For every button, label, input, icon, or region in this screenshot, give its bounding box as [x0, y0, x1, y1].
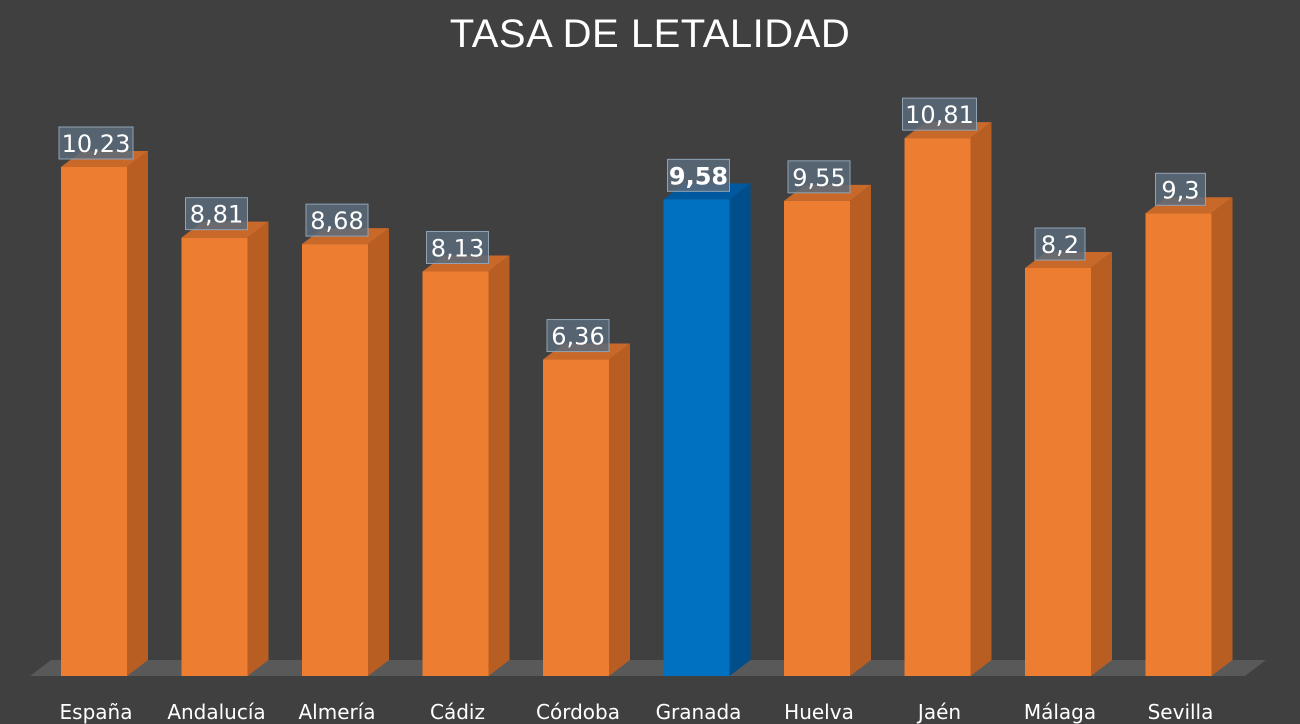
value-label-box-6 [787, 160, 851, 194]
bar-5 [663, 199, 730, 676]
bar-side-9 [1211, 197, 1233, 677]
bar-side-4 [609, 343, 630, 676]
category-label-1: Andalucía [167, 700, 265, 724]
bar-side-0 [127, 151, 148, 676]
value-label-5: 9,58 [669, 162, 728, 190]
bar-0 [61, 167, 127, 676]
bar-9 [1145, 213, 1212, 677]
value-label-4: 6,36 [551, 323, 604, 351]
value-label-box-9 [1155, 172, 1206, 206]
bar-side-3 [488, 255, 510, 676]
value-label-0: 10,23 [62, 130, 131, 158]
value-label-box-8 [1034, 227, 1086, 261]
value-label-2: 8,68 [310, 207, 363, 235]
bar-side-6 [850, 184, 871, 677]
bar-1 [181, 237, 248, 676]
bar-side-2 [368, 228, 389, 676]
value-label-1: 8,81 [190, 201, 243, 229]
category-label-2: Almería [298, 700, 375, 724]
value-label-box-5 [667, 158, 730, 192]
bar-8 [1025, 268, 1091, 676]
chart-title: TASA DE LETALIDAD [449, 12, 851, 56]
bar-6 [784, 200, 850, 677]
bar-side-1 [247, 221, 269, 676]
category-label-0: España [60, 700, 133, 724]
value-label-9: 9,3 [1161, 176, 1199, 204]
bar-7 [904, 138, 971, 677]
category-label-8: Málaga [1024, 700, 1096, 724]
category-label-5: Granada [656, 700, 742, 724]
bar-side-7 [970, 122, 992, 677]
bar-2 [302, 244, 368, 676]
value-label-box-3 [426, 230, 489, 264]
category-label-7: Jaén [916, 700, 961, 724]
value-label-6: 9,55 [792, 164, 845, 192]
value-label-box-2 [305, 203, 369, 237]
value-label-8: 8,2 [1041, 231, 1079, 259]
category-label-9: Sevilla [1148, 700, 1214, 724]
bar-3 [422, 271, 489, 676]
value-label-3: 8,13 [431, 234, 484, 262]
value-label-box-0 [58, 126, 134, 160]
category-label-3: Cádiz [430, 700, 485, 724]
value-label-box-7 [902, 97, 977, 131]
value-label-7: 10,81 [905, 101, 974, 129]
bar-4 [543, 359, 609, 676]
value-label-box-1 [185, 197, 248, 231]
bar-side-5 [729, 183, 751, 676]
category-label-6: Huelva [784, 700, 854, 724]
bar-side-8 [1091, 252, 1112, 676]
category-label-4: Córdoba [536, 700, 620, 724]
value-label-box-4 [546, 319, 610, 353]
